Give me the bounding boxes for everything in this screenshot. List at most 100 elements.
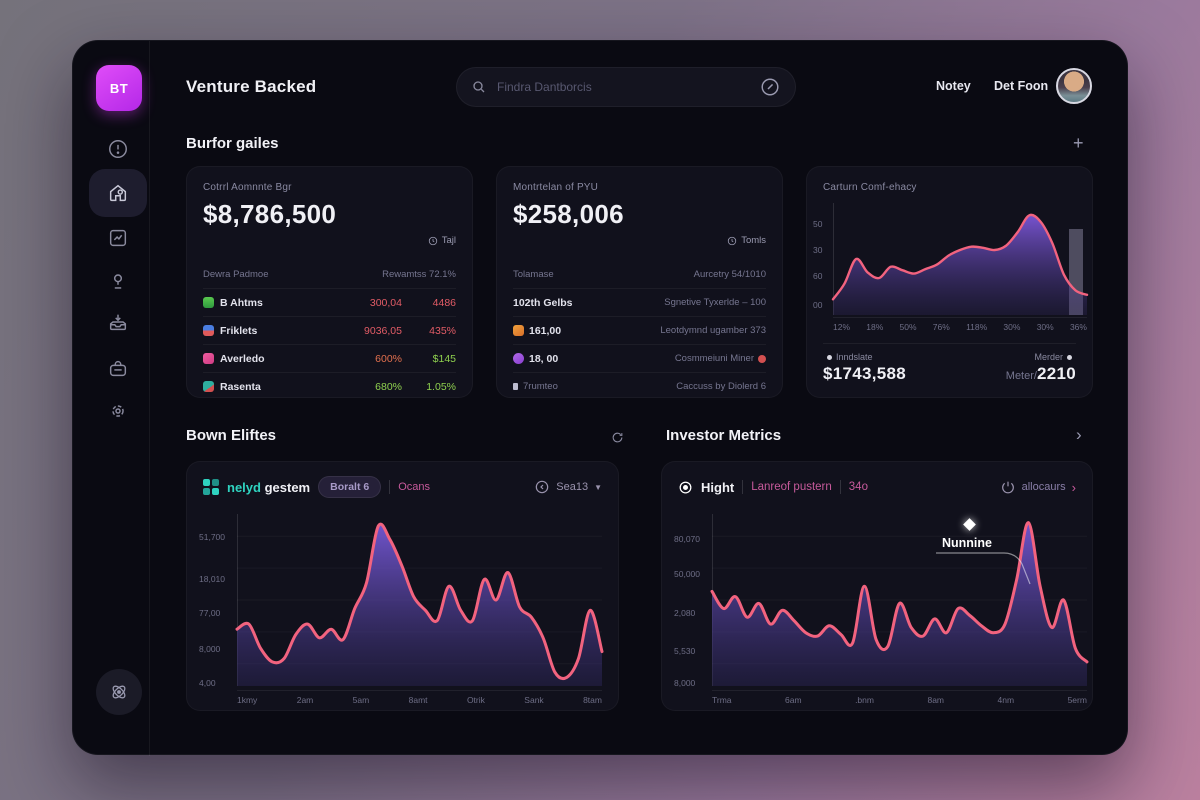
list-item: Tolamase Aurcetry 54/1010 xyxy=(513,268,766,280)
search-icon xyxy=(473,81,485,93)
details-list: Tolamase Aurcetry 54/1010 102th Gelbs Sg… xyxy=(513,260,766,400)
app-logo-text: BT xyxy=(109,80,129,96)
y-tick: 80,070 xyxy=(674,534,700,544)
total-left: $1743,588 xyxy=(823,364,907,383)
topbar-link-notes[interactable]: Notey xyxy=(936,79,971,93)
asset-icon-bars xyxy=(203,297,214,308)
sidebar-item-inbox[interactable] xyxy=(96,302,140,342)
deals-chart xyxy=(235,514,604,686)
doc-icon xyxy=(513,383,518,390)
legend-dot xyxy=(1067,355,1072,360)
avatar[interactable] xyxy=(1056,68,1092,104)
chevron-down-icon: ▼ xyxy=(594,482,602,492)
chart-annotation: Nunnine xyxy=(942,536,992,550)
list-item[interactable]: 18, 00 Cosmmeiuni Miner xyxy=(513,344,766,372)
y-tick: 2,080 xyxy=(674,608,696,618)
atom-icon xyxy=(112,685,126,699)
tab-pattern[interactable]: Lanreof pustern xyxy=(751,481,832,493)
y-tick: 60 xyxy=(813,271,823,281)
kpi-card-monthly: Montrtelan of PYU $258,006 Tomls Tolamas… xyxy=(496,166,783,398)
sidebar-item-locations[interactable] xyxy=(96,262,140,302)
kpi-value: $258,006 xyxy=(513,199,624,229)
total-right-label: Meter/ xyxy=(1005,370,1037,382)
sidebar-item-dashboard[interactable] xyxy=(96,218,140,258)
dashboard-grid-icon xyxy=(109,229,127,247)
chevron-right-icon: › xyxy=(1071,479,1076,495)
home-icon xyxy=(109,184,127,202)
y-tick: 4,00 xyxy=(199,678,216,688)
search-input[interactable] xyxy=(497,80,749,94)
y-tick: 51,700 xyxy=(199,532,225,542)
table-row[interactable]: Friklets 9036,05 435% xyxy=(203,316,456,344)
list-item[interactable]: 161,00 Leotdymnd ugamber 373 xyxy=(513,316,766,344)
brand-grid-icon xyxy=(203,479,219,495)
sidebar-item-labs[interactable] xyxy=(96,669,142,715)
assets-table: Dewra Padmoe Rewamtss 72.1% B Ahtms 300,… xyxy=(203,260,456,400)
gear-icon xyxy=(112,405,124,417)
briefcase-icon xyxy=(109,361,127,377)
status-dot-red xyxy=(758,354,766,363)
page-title: Venture Backed xyxy=(186,77,317,96)
kpi-badge[interactable]: Tajl xyxy=(428,235,456,246)
topbar-link-profile[interactable]: Det Foon xyxy=(994,79,1049,93)
power-icon xyxy=(1001,481,1014,494)
sidebar-item-settings[interactable] xyxy=(96,391,140,431)
search-bar[interactable] xyxy=(456,67,796,107)
y-tick: 50 xyxy=(813,219,823,229)
kpi-label: Montrtelan of PYU xyxy=(513,182,599,193)
sidebar-item-home[interactable] xyxy=(89,169,147,217)
clock-icon xyxy=(728,236,737,245)
divider xyxy=(839,480,841,494)
tab-hight[interactable]: Hight xyxy=(701,479,735,495)
y-tick: 5,530 xyxy=(674,646,696,656)
sidebar-item-alerts[interactable] xyxy=(96,129,140,169)
kpi-label: Cotrrl Aomnnte Bgr xyxy=(203,182,292,193)
coin-icon-orange xyxy=(513,325,524,336)
map-pin-icon xyxy=(113,274,123,289)
table-row[interactable]: B Ahtms 300,04 4486 xyxy=(203,288,456,316)
table-header-row: Dewra Padmoe Rewamtss 72.1% xyxy=(203,268,456,280)
allocations-control[interactable]: allocaurs › xyxy=(1000,479,1076,495)
slash-circle-icon[interactable] xyxy=(759,76,781,98)
x-axis: Trma 6am .bnm 8am 4nm 5erm xyxy=(712,690,1087,705)
app-logo[interactable]: BT xyxy=(96,65,142,111)
kpi-badge[interactable]: Tomls xyxy=(727,235,766,246)
asset-icon-teal xyxy=(203,381,214,392)
kpi-card-efficiency: Carturn Comf-ehacy 50 30 60 00 12% 18% 50%… xyxy=(806,166,1093,398)
inbox-icon xyxy=(109,314,127,331)
tab-ocans[interactable]: Ocans xyxy=(398,481,431,493)
history-icon xyxy=(535,480,549,494)
x-axis: 1kmy 2am 5am 8amt Otrik Sank 8tam xyxy=(237,690,602,705)
table-row[interactable]: Rasenta 680% 1.05% xyxy=(203,372,456,400)
sidebar-item-portfolio[interactable] xyxy=(96,349,140,389)
y-tick: 18,010 xyxy=(199,574,225,584)
x-axis: 12% 18% 50% 76% 118% 30% 30% 36% xyxy=(833,317,1087,332)
target-icon xyxy=(679,481,692,493)
range-control[interactable]: Sea13 ▼ xyxy=(534,479,602,495)
kpi-label: Carturn Comf-ehacy xyxy=(823,182,917,193)
deals-chart-header: nelyd gestem Boralt 6 Ocans Sea13 ▼ xyxy=(203,474,602,500)
asset-icon-pink xyxy=(203,353,214,364)
alert-circle-icon xyxy=(109,140,127,158)
plus-icon[interactable]: + xyxy=(1073,133,1084,153)
y-tick: 50,000 xyxy=(674,569,700,579)
refresh-icon[interactable] xyxy=(611,431,624,444)
list-item[interactable]: 7rumteo Caccuss by Diolerd 6 xyxy=(513,372,766,400)
table-row[interactable]: Averledo 600% $145 xyxy=(203,344,456,372)
filter-pill[interactable]: Boralt 6 xyxy=(318,476,382,498)
deals-chart-card: nelyd gestem Boralt 6 Ocans Sea13 ▼ 51,7… xyxy=(186,461,619,711)
app-window: BT Venture Backed Notey Det Foon Burfor … xyxy=(72,40,1128,756)
legend-row: Inndslate Merder xyxy=(823,343,1076,362)
y-tick: 00 xyxy=(813,300,823,310)
section-title-investors: Investor Metrics xyxy=(666,427,782,444)
list-item[interactable]: 102th Gelbs Sgnetive Tyxerlde – 100 xyxy=(513,288,766,316)
chevron-right-icon[interactable]: › xyxy=(1076,425,1082,444)
section-title-deals: Bown Eliftes xyxy=(186,427,277,444)
brand-name: gestem xyxy=(264,479,311,495)
total-right-value: 2210 xyxy=(1036,364,1076,383)
divider xyxy=(389,480,391,494)
tab-34o[interactable]: 34o xyxy=(848,481,868,493)
section-title-overview: Burfor gailes xyxy=(186,135,279,152)
kpi-value: $8,786,500 xyxy=(203,199,337,229)
y-tick: 30 xyxy=(813,245,823,255)
